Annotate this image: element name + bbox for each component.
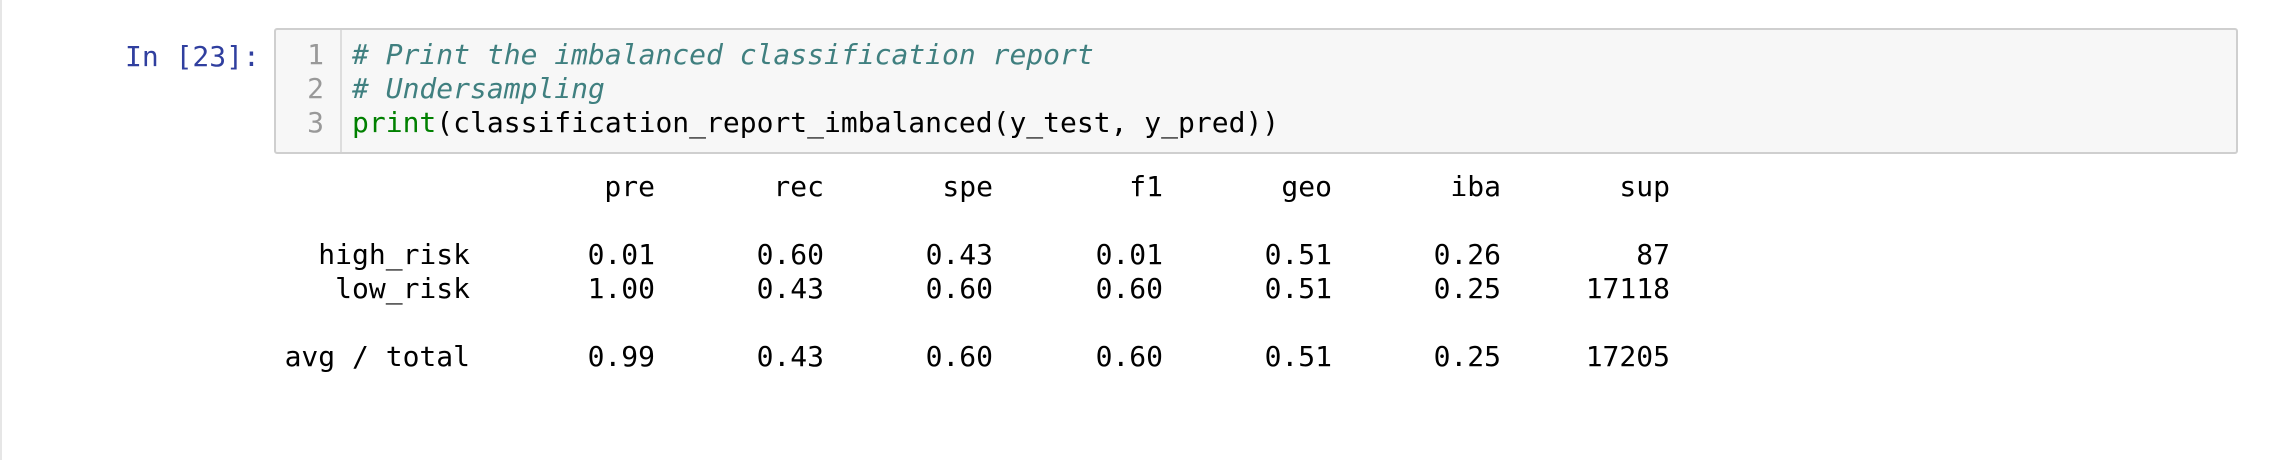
value-geo: 0.51 [1264,272,1332,305]
value-sup: 17118 [1585,272,1670,305]
output-row-avg-total: avg / total 0.99 0.43 0.60 0.60 0.51 0.2… [280,340,1670,374]
value-iba: 0.26 [1433,238,1501,271]
output-blank-line [280,306,347,340]
output-row-low-risk: low_risk 1.00 0.43 0.60 0.60 0.51 0.25 1… [280,272,1670,306]
code-editor[interactable]: 1 2 3 # Print the imbalanced classificat… [274,28,2238,154]
builtin-print: print [352,106,437,139]
input-prompt: In [23]: [125,40,260,73]
value-spe: 0.60 [925,272,993,305]
value-geo: 0.51 [1264,340,1332,373]
value-rec: 0.60 [756,238,824,271]
row-label: avg / total [284,340,470,373]
value-f1: 0.60 [1095,272,1163,305]
header-geo: geo [1281,170,1332,203]
header-iba: iba [1450,170,1501,203]
line-number: 1 [307,38,324,71]
row-label: low_risk [335,272,470,305]
header-rec: rec [773,170,824,203]
header-f1: f1 [1129,170,1163,203]
code-line-print: print(classification_report_imbalanced(y… [352,106,1279,140]
output-row-high-risk: high_risk 0.01 0.60 0.43 0.01 0.51 0.26 … [280,238,1670,272]
value-iba: 0.25 [1433,272,1501,305]
value-rec: 0.43 [756,272,824,305]
value-rec: 0.43 [756,340,824,373]
value-geo: 0.51 [1264,238,1332,271]
notebook-left-border [0,0,2,460]
value-iba: 0.25 [1433,340,1501,373]
code-call: (classification_report_imbalanced(y_test… [436,106,1280,139]
line-number: 2 [307,72,324,105]
code-line-comment: # Print the imbalanced classification re… [352,38,1094,71]
value-pre: 1.00 [587,272,655,305]
value-pre: 0.99 [587,340,655,373]
header-sup: sup [1619,170,1670,203]
header-spe: spe [942,170,993,203]
value-spe: 0.43 [925,238,993,271]
output-header-row: pre rec spe f1 geo iba sup [280,170,1670,204]
header-pre: pre [604,170,655,203]
code-line-comment: # Undersampling [352,72,605,105]
value-sup: 87 [1636,238,1670,271]
value-pre: 0.01 [587,238,655,271]
value-spe: 0.60 [925,340,993,373]
line-number-gutter: 1 2 3 [276,30,342,152]
row-label: high_risk [318,238,470,271]
value-f1: 0.01 [1095,238,1163,271]
output-blank-line [280,204,347,238]
cell-output: pre rec spe f1 geo iba sup high_risk 0.0… [280,170,1670,374]
line-number: 3 [307,106,324,139]
value-sup: 17205 [1585,340,1670,373]
value-f1: 0.60 [1095,340,1163,373]
